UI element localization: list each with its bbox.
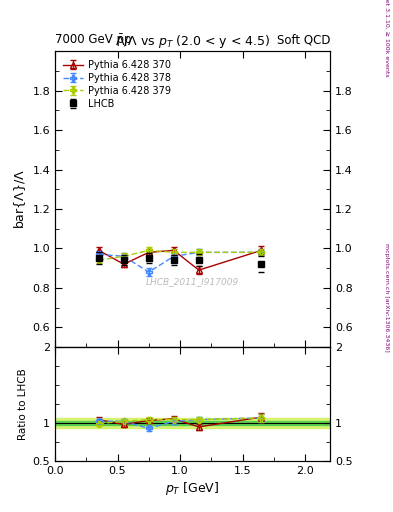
Text: Rivet 3.1.10, ≥ 100k events: Rivet 3.1.10, ≥ 100k events	[384, 0, 389, 77]
Text: 7000 GeV pp: 7000 GeV pp	[55, 33, 132, 46]
X-axis label: $p_T$ [GeV]: $p_T$ [GeV]	[165, 480, 220, 497]
Text: mcplots.cern.ch [arXiv:1306.3436]: mcplots.cern.ch [arXiv:1306.3436]	[384, 243, 389, 351]
Bar	[55, 420, 330, 425]
Text: LHCB_2011_I917009: LHCB_2011_I917009	[146, 278, 239, 286]
Legend: Pythia 6.428 370, Pythia 6.428 378, Pythia 6.428 379, LHCB: Pythia 6.428 370, Pythia 6.428 378, Pyth…	[61, 57, 174, 112]
Bar	[55, 418, 330, 428]
Title: $\bar{\Lambda}/\Lambda$ vs $p_T$ (2.0 < y < 4.5): $\bar{\Lambda}/\Lambda$ vs $p_T$ (2.0 < …	[115, 33, 270, 51]
Y-axis label: bar{$\Lambda$}/$\Lambda$: bar{$\Lambda$}/$\Lambda$	[12, 169, 28, 229]
Y-axis label: Ratio to LHCB: Ratio to LHCB	[18, 368, 28, 440]
Text: Soft QCD: Soft QCD	[277, 33, 330, 46]
